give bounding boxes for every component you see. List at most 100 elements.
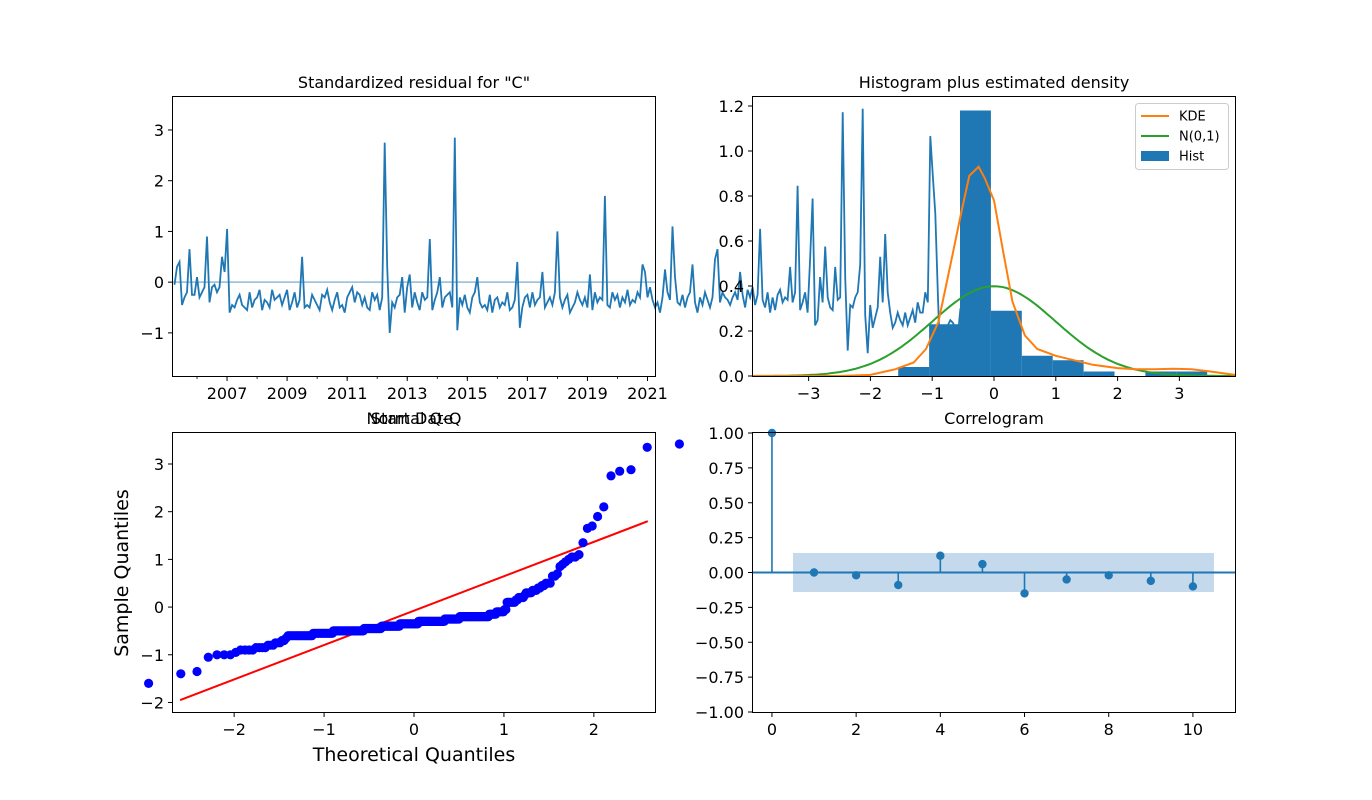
qq-y-tick-label: 3 bbox=[154, 455, 164, 474]
qq-point bbox=[587, 521, 597, 531]
qq-point bbox=[203, 652, 213, 662]
qq-y-tick-label: 2 bbox=[154, 503, 164, 522]
residual-x-tick-label: 2011 bbox=[327, 384, 368, 403]
qq-y-tick-label: 0 bbox=[154, 598, 164, 617]
histogram-x-tick-label: 3 bbox=[1174, 384, 1184, 403]
qq-reference-line bbox=[179, 520, 649, 702]
correlogram-panel: Correlogram 0 2 4 6 8 10 −1.00 −0.75 −0.50 −0.25… bbox=[695, 409, 1236, 739]
qq-x-tick-label: −2 bbox=[222, 720, 246, 739]
acf-marker bbox=[851, 571, 861, 580]
kde-line bbox=[753, 165, 1236, 377]
qq-points bbox=[144, 439, 685, 689]
qq-y-tick-label: −2 bbox=[140, 693, 164, 712]
residual-x-tick-label: 2019 bbox=[567, 384, 608, 403]
histogram-y-tick-label: 0.2 bbox=[719, 322, 744, 341]
qq-x-axis-label: Theoretical Quantiles bbox=[312, 744, 515, 766]
legend-kde-label: KDE bbox=[1179, 110, 1206, 125]
histogram-x-tick-label: −1 bbox=[920, 384, 944, 403]
histogram-x-tick-label: 2 bbox=[1112, 384, 1122, 403]
qq-point bbox=[501, 604, 511, 615]
residual-x-tick-label: 2009 bbox=[267, 384, 308, 403]
histogram-y-tick-label: 0.8 bbox=[719, 187, 744, 206]
histogram-x-tick-label: −2 bbox=[859, 384, 883, 403]
residual-x-tick-label: 2015 bbox=[447, 384, 488, 403]
histogram-bar bbox=[990, 310, 1022, 376]
acf-x-tick-label: 2 bbox=[851, 720, 861, 739]
acf-x-tick-label: 4 bbox=[935, 720, 945, 739]
acf-marker bbox=[1188, 582, 1198, 591]
legend-hist-swatch bbox=[1141, 151, 1169, 161]
acf-marker bbox=[1104, 571, 1113, 580]
histogram-bar bbox=[960, 110, 991, 376]
qq-point bbox=[144, 678, 154, 689]
histogram-y-tick-label: 0.0 bbox=[719, 367, 744, 386]
histogram-axes-frame bbox=[752, 96, 1236, 377]
qq-point bbox=[642, 442, 652, 452]
acf-marker bbox=[809, 568, 819, 577]
qq-point bbox=[574, 550, 584, 560]
residual-title: Standardized residual for "C" bbox=[298, 73, 530, 92]
histogram-y-tick-label: 1.0 bbox=[719, 142, 744, 161]
residual-y-tick-label: 3 bbox=[154, 121, 164, 140]
legend-hist-label: Hist bbox=[1179, 150, 1204, 165]
acf-y-tick-label: 0.50 bbox=[708, 494, 744, 513]
correlogram-axes-frame bbox=[752, 432, 1236, 713]
acf-x-tick-label: 8 bbox=[1104, 720, 1114, 739]
acf-x-tick-label: 0 bbox=[767, 720, 777, 739]
acf-marker bbox=[1020, 589, 1029, 598]
qq-point bbox=[176, 669, 186, 679]
correlogram-title: Correlogram bbox=[944, 409, 1044, 428]
qq-point bbox=[545, 578, 555, 588]
histogram-legend: KDE N(0,1) Hist bbox=[1135, 103, 1229, 170]
normal-density-line bbox=[752, 285, 1236, 377]
histogram-x-tick-label: 0 bbox=[989, 384, 999, 403]
residual-x-tick-label: 2007 bbox=[207, 384, 248, 403]
histogram-y-tick-label: 1.2 bbox=[719, 97, 744, 116]
histogram-panel: Histogram plus estimated density −3 −2 −1 0… bbox=[719, 73, 1236, 403]
residual-y-tick-label: 2 bbox=[154, 172, 164, 191]
acf-y-ticks: −1.00 −0.75 −0.50 −0.25 0.00 0.25 0.50 0.75 1.00 bbox=[695, 424, 753, 722]
histogram-bar bbox=[1083, 371, 1115, 376]
histogram-y-ticks: 0.0 0.2 0.4 0.6 0.8 1.0 1.2 bbox=[719, 97, 753, 386]
acf-y-tick-label: −0.50 bbox=[695, 633, 744, 652]
acf-x-tick-label: 6 bbox=[1019, 720, 1029, 739]
qq-point bbox=[593, 511, 603, 522]
acf-marker bbox=[1062, 575, 1071, 584]
qq-overlapping-title: Start Date bbox=[371, 409, 453, 428]
acf-stems bbox=[767, 428, 1198, 598]
histogram-title: Histogram plus estimated density bbox=[859, 73, 1130, 92]
legend-normal-label: N(0,1) bbox=[1179, 130, 1220, 145]
histogram-x-tick-label: −3 bbox=[797, 384, 821, 403]
residual-x-tick-label: 2013 bbox=[387, 384, 428, 403]
acf-y-tick-label: 1.00 bbox=[708, 424, 744, 443]
qq-x-tick-label: −1 bbox=[312, 720, 336, 739]
acf-y-tick-label: 0.75 bbox=[708, 459, 744, 478]
acf-y-tick-label: 0.25 bbox=[708, 529, 744, 548]
qq-axes-frame bbox=[172, 432, 656, 713]
qq-point bbox=[212, 650, 222, 660]
residual-y-ticks: −1 0 1 2 3 bbox=[140, 121, 173, 343]
acf-x-ticks: 0 2 4 6 8 10 bbox=[767, 712, 1203, 739]
acf-y-tick-label: −0.25 bbox=[695, 598, 744, 617]
qq-point bbox=[615, 466, 625, 476]
qq-point bbox=[626, 465, 636, 475]
histogram-bar bbox=[1176, 371, 1208, 376]
acf-y-tick-label: 0.00 bbox=[708, 564, 744, 583]
residual-x-tick-label: 2017 bbox=[507, 384, 548, 403]
qq-point bbox=[192, 666, 202, 677]
acf-marker bbox=[936, 551, 945, 560]
acf-marker bbox=[1146, 576, 1156, 586]
residual-y-tick-label: 1 bbox=[154, 222, 164, 241]
histogram-x-tick-label: 1 bbox=[1051, 384, 1061, 403]
acf-marker bbox=[978, 559, 987, 569]
qq-y-ticks: −2 −1 0 1 2 3 bbox=[140, 455, 173, 712]
residual-series-line bbox=[173, 108, 964, 364]
residual-panel: Standardized residual for "C" 2007 2009 20… bbox=[140, 73, 964, 403]
acf-marker bbox=[894, 580, 903, 590]
qq-title: Normal Q-Q bbox=[367, 409, 462, 428]
qq-y-tick-label: −1 bbox=[140, 646, 164, 665]
qq-panel: Start Date Normal Q-Q −2 −1 0 1 2 −2 −1 0 1 2 3 T… bbox=[111, 409, 685, 766]
histogram-y-tick-label: 0.6 bbox=[719, 232, 744, 251]
qq-point bbox=[599, 502, 609, 512]
